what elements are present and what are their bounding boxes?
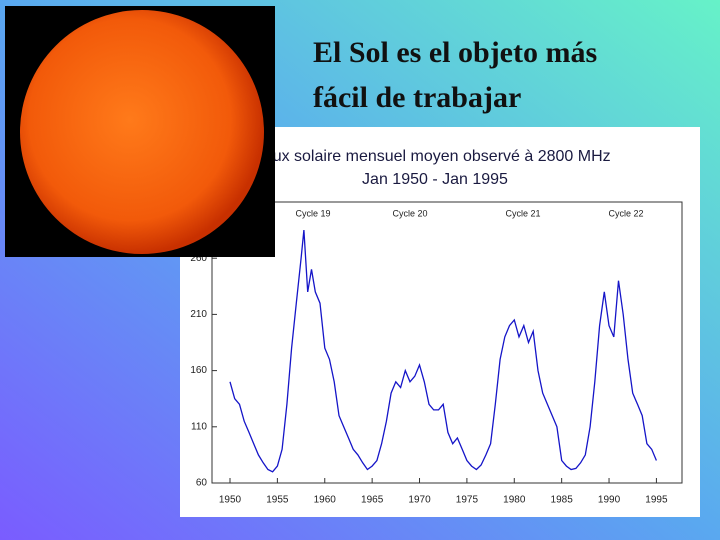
annotation: Cycle 19 bbox=[295, 208, 330, 218]
slide-title: fácil de trabajar bbox=[313, 81, 521, 114]
sun-image bbox=[5, 6, 275, 257]
slide-title: El Sol es el objeto más bbox=[313, 36, 597, 69]
chart-subtitle: Jan 1950 - Jan 1995 bbox=[362, 171, 508, 188]
x-tick-label: 1985 bbox=[551, 495, 574, 506]
x-tick-label: 1990 bbox=[598, 495, 621, 506]
x-tick-label: 1960 bbox=[314, 495, 337, 506]
y-tick-label: 60 bbox=[196, 478, 208, 489]
annotation: Cycle 21 bbox=[505, 208, 540, 218]
annotation: Cycle 20 bbox=[392, 208, 427, 218]
chart-title: Flux solaire mensuel moyen observé à 280… bbox=[259, 148, 610, 165]
y-tick-label: 210 bbox=[190, 309, 207, 320]
y-tick-label: 160 bbox=[190, 365, 207, 376]
data-line bbox=[229, 230, 657, 473]
x-tick-label: 1950 bbox=[219, 495, 242, 506]
y-tick-label: 260 bbox=[190, 253, 207, 264]
x-tick-label: 1955 bbox=[266, 495, 289, 506]
x-tick-label: 1995 bbox=[645, 495, 668, 506]
x-tick-label: 1970 bbox=[408, 495, 431, 506]
x-tick-label: 1965 bbox=[361, 495, 384, 506]
y-tick-label: 110 bbox=[191, 421, 207, 432]
annotation: Cycle 22 bbox=[608, 208, 643, 218]
sun bbox=[20, 10, 264, 254]
x-tick-label: 1980 bbox=[503, 495, 526, 506]
plot-frame bbox=[211, 201, 683, 484]
x-tick-label: 1975 bbox=[456, 495, 479, 506]
